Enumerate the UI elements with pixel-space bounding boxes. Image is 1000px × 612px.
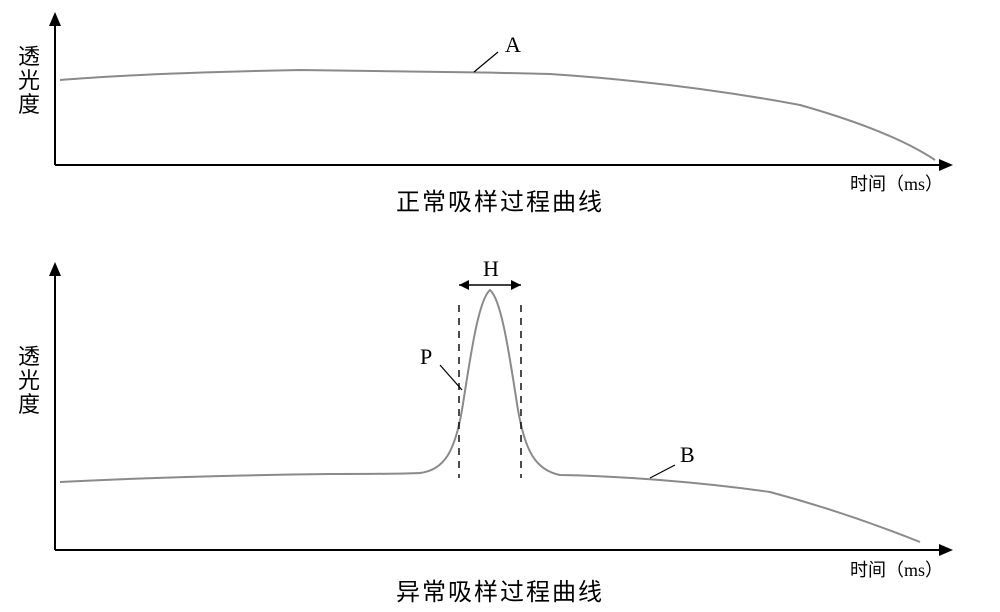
y-axis-label: 透光度: [18, 45, 40, 118]
axes: [49, 12, 953, 171]
axes: [49, 262, 953, 556]
chart-abnormal: 透光度 H P: [0, 260, 1000, 610]
leader-P: [440, 365, 462, 390]
label-P: P: [420, 344, 432, 370]
label-A: A: [505, 32, 521, 58]
y-axis-label: 透光度: [18, 345, 40, 418]
chart-normal: 透光度 A 时间（ms） 正常吸样过程曲线: [0, 10, 1000, 220]
x-axis-label: 时间（ms）: [850, 556, 943, 582]
chart-title: 异常吸样过程曲线: [335, 572, 665, 607]
leader-A: [474, 52, 498, 72]
curve-A: [60, 70, 935, 160]
label-H: H: [483, 256, 499, 282]
x-axis-label: 时间（ms）: [850, 170, 943, 196]
label-B: B: [680, 442, 695, 468]
curve-B-with-peak: [60, 290, 920, 542]
leader-B: [650, 465, 675, 478]
figure-root: 透光度 A 时间（ms） 正常吸样过程曲线 透光度: [0, 0, 1000, 612]
chart-title: 正常吸样过程曲线: [335, 182, 665, 217]
